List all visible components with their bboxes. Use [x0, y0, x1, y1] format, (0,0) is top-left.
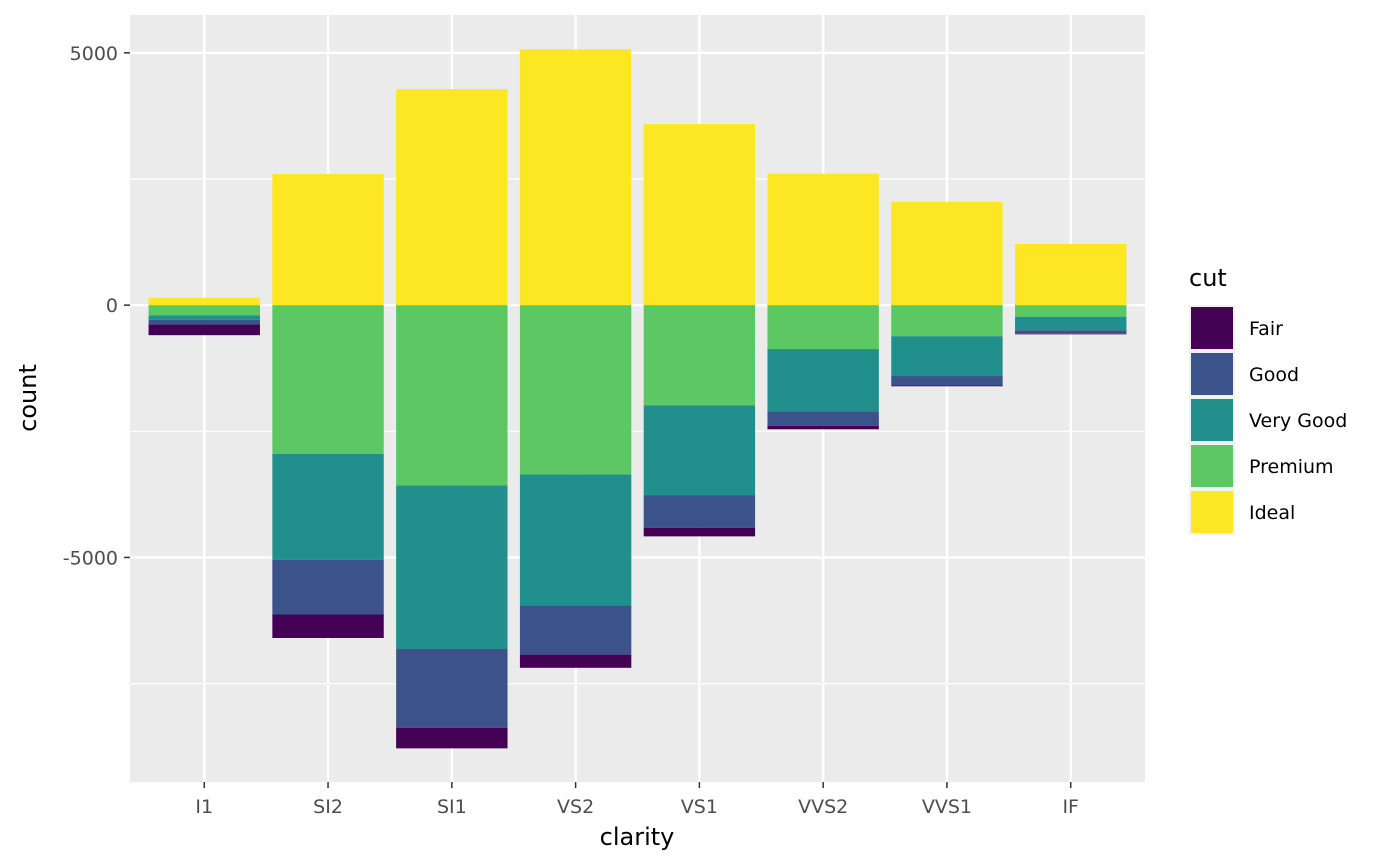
x-tick-label: VS1: [681, 796, 718, 818]
legend-title: cut: [1189, 264, 1227, 292]
x-tick-label: VVS1: [922, 796, 972, 818]
legend-label: Premium: [1249, 456, 1334, 478]
legend: cut Fair Good Very Good Premium Ideal: [1189, 264, 1347, 535]
bar-SI2-good: [272, 559, 384, 615]
x-tick-label: SI2: [313, 796, 343, 818]
bar-VVS2-premium: [767, 305, 879, 350]
bar-SI1-premium: [396, 305, 508, 486]
y-tick-label: 0: [106, 295, 118, 317]
legend-swatch-very-good: [1191, 399, 1233, 441]
legend-label: Good: [1249, 364, 1299, 386]
legend-swatch-premium: [1191, 445, 1233, 487]
bar-I1-premium: [148, 305, 260, 316]
bar-VS2-very-good: [519, 474, 632, 606]
bar-VS2-fair: [519, 654, 632, 668]
legend-label: Ideal: [1249, 502, 1295, 524]
y-axis-title: count: [14, 364, 42, 432]
bar-I1-good: [148, 319, 260, 325]
bar-SI2-fair: [272, 614, 384, 638]
x-tick-label: SI1: [437, 796, 467, 818]
bar-SI2-very-good: [272, 453, 384, 560]
y-tick-label: 5000: [70, 43, 118, 65]
bar-VS1-very-good: [643, 405, 756, 496]
bar-VVS2-good: [767, 411, 879, 426]
bar-I1-fair: [148, 324, 260, 336]
bar-SI1-good: [396, 649, 508, 728]
bar-SI2-ideal: [272, 174, 384, 306]
bar-SI1-ideal: [396, 89, 508, 306]
bar-SI1-fair: [396, 727, 508, 749]
x-tick-label: VS2: [557, 796, 594, 818]
bar-SI1-very-good: [396, 485, 508, 650]
bar-VS1-ideal: [643, 124, 756, 306]
x-tick-label: VVS2: [798, 796, 848, 818]
legend-swatch-fair: [1191, 307, 1233, 349]
bar-VVS2-very-good: [767, 349, 879, 412]
bar-stacks: [148, 49, 1127, 749]
bar-I1-very-good: [148, 315, 260, 320]
legend-label: Fair: [1249, 318, 1283, 340]
bar-VVS1-ideal: [891, 201, 1003, 306]
bar-IF-premium: [1015, 305, 1127, 317]
bar-VVS2-ideal: [767, 173, 879, 306]
bar-VVS1-good: [891, 376, 1003, 386]
bar-VS2-premium: [519, 305, 632, 475]
bar-VS2-good: [519, 605, 632, 655]
x-tick-label: IF: [1062, 796, 1079, 818]
bar-VS1-good: [643, 495, 756, 528]
bar-IF-ideal: [1015, 243, 1127, 306]
y-tick-label: -5000: [63, 547, 118, 569]
bar-VS2-ideal: [519, 49, 632, 306]
x-axis: I1 SI2 SI1 VS2 VS1 VVS2 VVS1 IF: [195, 782, 1079, 818]
bar-VS1-fair: [643, 527, 756, 537]
bar-VS1-premium: [643, 305, 756, 406]
bar-VVS1-premium: [891, 305, 1003, 337]
bar-IF-good: [1015, 330, 1127, 334]
bar-VVS2-fair: [767, 425, 879, 430]
legend-swatch-good: [1191, 353, 1233, 395]
legend-swatch-ideal: [1191, 491, 1233, 533]
bar-VVS1-fair: [891, 385, 1003, 387]
y-axis: 5000 0 -5000: [63, 43, 130, 569]
x-tick-label: I1: [195, 796, 213, 818]
bar-VVS1-very-good: [891, 336, 1003, 377]
bar-SI2-premium: [272, 305, 384, 454]
bar-I1-ideal: [148, 297, 260, 306]
x-axis-title: clarity: [600, 823, 675, 851]
legend-label: Very Good: [1249, 410, 1347, 432]
bar-IF-very-good: [1015, 316, 1127, 331]
